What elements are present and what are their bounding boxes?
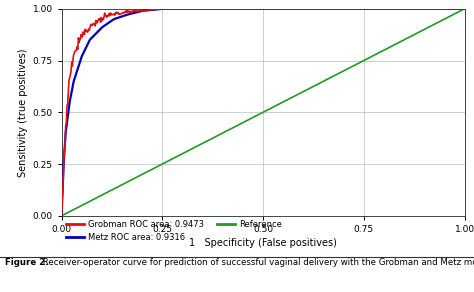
Text: Receiver-operator curve for prediction of successful vaginal delivery with the G: Receiver-operator curve for prediction o… [40, 258, 474, 267]
Y-axis label: Sensitivity (true positives): Sensitivity (true positives) [18, 48, 28, 177]
Legend: Grobman ROC area: 0.9473, Metz ROC area: 0.9316, Reference: Grobman ROC area: 0.9473, Metz ROC area:… [66, 220, 282, 242]
Text: Figure 2.: Figure 2. [5, 258, 48, 267]
X-axis label: 1   Specificity (False positives): 1 Specificity (False positives) [189, 238, 337, 248]
